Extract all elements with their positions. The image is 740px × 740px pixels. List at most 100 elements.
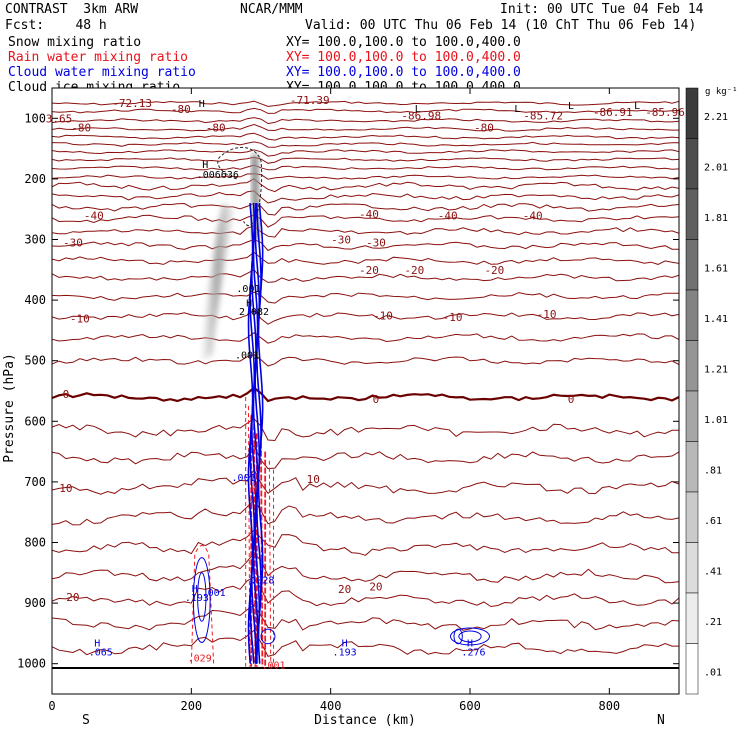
x-axis-north: N: [657, 713, 665, 728]
extrema-label: 2.082: [239, 307, 269, 318]
x-tick-label: 800: [598, 699, 620, 713]
isotherm-line: [52, 202, 679, 216]
y-tick-label: 400: [24, 293, 46, 307]
x-tick-label: 0: [48, 699, 55, 713]
colorbar-label: 1.01: [704, 415, 728, 426]
colorbar-label: 1.81: [704, 213, 728, 224]
legend-cloud-xy: XY= 100.0,100.0 to 100.0,400.0: [286, 65, 521, 80]
y-tick-label: 1000: [17, 657, 46, 671]
isotherm-line: [52, 604, 679, 631]
isotherm-line: [52, 552, 679, 584]
colorbar-label: .21: [704, 617, 722, 628]
x-axis-south: S: [82, 713, 90, 728]
isotherm-line: [52, 123, 679, 132]
isotherm-line: [52, 225, 679, 238]
isotherm-line: [52, 107, 679, 114]
isotherm-line: [52, 576, 679, 608]
temperature-label: -10: [373, 309, 393, 322]
temperature-label: -40: [523, 209, 543, 222]
temperature-label: -20: [484, 264, 504, 277]
x-tick-label: 200: [180, 699, 202, 713]
temperature-label: -20: [359, 264, 379, 277]
temperature-label: 10: [307, 473, 320, 486]
extrema-label: .001: [236, 284, 260, 295]
cloud-label: .001: [232, 473, 256, 484]
isotherm-line: [52, 386, 679, 403]
rain-label: .029: [188, 654, 212, 665]
temperature-label: 20: [338, 583, 351, 596]
isotherm-line: [52, 178, 679, 193]
x-tick-label: 400: [320, 699, 342, 713]
temperature-label: -86.91: [593, 106, 633, 119]
y-tick-label: 700: [24, 475, 46, 489]
extrema-label: L: [568, 101, 574, 112]
temperature-label: -10: [70, 312, 90, 325]
temperature-label: -80: [171, 103, 191, 116]
isotherm-line: [52, 100, 679, 107]
isotherm-line: [52, 173, 679, 180]
colorbar-cell: [685, 643, 699, 695]
isotherm-line: [52, 291, 679, 304]
legend-rain-xy: XY= 100.0,100.0 to 100.0,400.0: [286, 50, 521, 65]
snow-plume: [201, 203, 235, 361]
plot-frame: [51, 87, 680, 695]
colorbar-cell: [685, 441, 699, 493]
isotherm-line: [52, 141, 679, 148]
isotherm-line: [52, 629, 679, 658]
rain-label: .001: [261, 660, 285, 671]
temperature-label: -20: [404, 264, 424, 277]
x-tick-label: 600: [459, 699, 481, 713]
isotherm-line: [52, 117, 679, 125]
colorbar-cell: [685, 390, 699, 442]
extrema-label: H: [202, 160, 208, 171]
isotherm-line: [52, 214, 679, 228]
temperature-label: 20: [369, 581, 382, 594]
isotherm-line: [52, 529, 679, 556]
cloud-blob: [260, 628, 276, 645]
isotherm-line: [52, 149, 679, 157]
x-axis-label: Distance (km): [314, 713, 416, 728]
colorbar-cell: [685, 239, 699, 291]
center-label: NCAR/MMM: [240, 2, 303, 17]
isotherm-line: [52, 132, 679, 141]
valid-label: Valid: 00 UTC Thu 06 Feb 14 (10 ChT Thu …: [305, 18, 697, 33]
cloud-label: .193: [185, 593, 209, 604]
temperature-label: -40: [359, 208, 379, 221]
isotherm-line: [52, 190, 679, 204]
cloud-label: .193: [333, 648, 357, 659]
init-label: Init: 00 UTC Tue 04 Feb 14: [500, 2, 704, 17]
rain-contour-west: [190, 545, 215, 664]
colorbar-cell: [685, 592, 699, 644]
colorbar-label: .41: [704, 566, 722, 577]
temperature-label: -80: [71, 121, 91, 134]
ice-contour: [217, 146, 263, 227]
isotherm-line: [52, 309, 679, 325]
y-tick-label: 800: [24, 536, 46, 550]
temperature-label: -86.98: [401, 109, 441, 122]
cloud-label: H: [94, 638, 100, 649]
cloud-contour: [257, 203, 264, 664]
temperature-label: -72.13: [112, 97, 152, 110]
y-tick-label: 200: [24, 172, 46, 186]
forecast-label: Fcst: 48 h: [5, 18, 107, 33]
cloud-label: .028: [250, 575, 274, 586]
extrema-label: L: [634, 101, 640, 112]
colorbar-label: 1.61: [704, 263, 728, 274]
isotherm-line: [52, 468, 679, 495]
colorbar-cell: [685, 340, 699, 392]
cloud-label: H: [467, 638, 473, 649]
extrema-label: H: [199, 99, 205, 110]
colorbar-label: 1.41: [704, 314, 728, 325]
legend-cloud: Cloud water mixing ratio: [8, 65, 196, 80]
temperature-label: -80: [206, 121, 226, 134]
colorbar-cell: [685, 491, 699, 543]
rain-contour: [268, 460, 272, 667]
y-axis-label: Pressure (hPa): [2, 353, 17, 463]
cloud-label: H: [192, 584, 198, 595]
cloud-blob: [449, 627, 491, 646]
isotherm-line: [52, 269, 679, 283]
extrema-label: .006636: [197, 170, 239, 181]
rain-contour: [247, 406, 251, 667]
colorbar-label: 1.21: [704, 364, 728, 375]
colorbar-cell: [685, 542, 699, 594]
